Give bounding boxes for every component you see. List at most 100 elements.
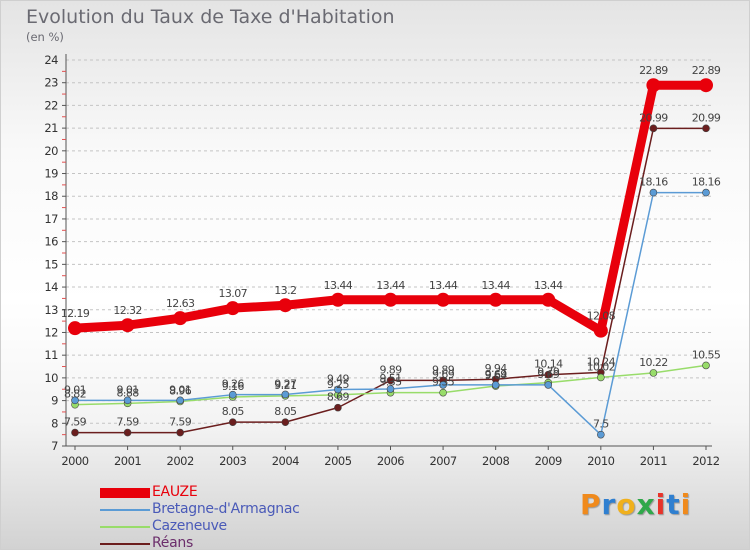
data-label: 8.69: [327, 391, 350, 404]
data-label: 9.21: [274, 379, 296, 392]
data-label: 10.14: [534, 358, 563, 371]
x-tick-label: 2004: [272, 454, 299, 468]
data-label: 9.01: [117, 383, 139, 396]
data-point: [439, 381, 447, 389]
data-label: 12.19: [61, 307, 90, 320]
data-point: [281, 390, 290, 399]
data-point: [228, 390, 237, 399]
data-point: [436, 292, 451, 307]
unit-label: (en %): [26, 30, 64, 44]
data-point: [702, 361, 710, 370]
data-point: [123, 428, 132, 437]
proxiti-logo: Proxiti: [580, 488, 691, 521]
data-label: 7.59: [64, 416, 87, 429]
y-tick-label: 11: [44, 348, 58, 362]
data-label: 20.99: [639, 111, 668, 124]
data-label: 13.44: [324, 279, 353, 292]
data-label: 10.24: [587, 355, 616, 368]
data-point: [386, 376, 395, 385]
data-point: [176, 396, 184, 405]
data-point: [176, 428, 184, 437]
data-point: [491, 381, 500, 389]
data-label: 8.05: [222, 405, 245, 418]
data-point: [330, 292, 345, 307]
y-tick-label: 17: [44, 212, 58, 226]
data-point: [649, 124, 658, 133]
data-label: 12.08: [587, 310, 616, 323]
data-label: 13.44: [376, 279, 405, 292]
data-label: 18.16: [692, 176, 721, 189]
legend-label-bretagne: Bretagne-d'Armagnac: [152, 501, 300, 517]
x-tick-label: 2007: [429, 454, 456, 468]
data-label: 13.07: [219, 287, 248, 300]
data-point: [646, 78, 661, 93]
logo-letter: i: [680, 488, 692, 521]
data-point: [278, 298, 293, 313]
data-point: [649, 369, 658, 377]
data-label: 9.49: [327, 372, 350, 385]
chart-title: Evolution du Taux de Taxe d'Habitation: [26, 6, 395, 28]
y-tick-label: 10: [44, 371, 58, 385]
y-tick-label: 7: [51, 439, 58, 453]
y-tick-label: 9: [51, 394, 58, 408]
logo-letter: P: [580, 488, 602, 521]
x-tick-label: 2005: [324, 454, 351, 468]
data-label: 9.69: [485, 368, 508, 381]
data-point: [120, 318, 135, 333]
data-label: 10.55: [692, 348, 721, 361]
data-label: 9.26: [222, 378, 245, 391]
data-label: 8.88: [117, 386, 140, 399]
data-label: 9.89: [379, 363, 402, 376]
y-tick-label: 15: [44, 257, 58, 271]
data-label: 9.27: [274, 377, 297, 390]
data-label: 9.64: [485, 369, 508, 382]
data-point: [702, 124, 710, 133]
x-tick-label: 2003: [219, 454, 246, 468]
data-label: 7.59: [169, 416, 192, 429]
data-point: [597, 430, 605, 439]
logo-letter: t: [666, 488, 681, 521]
data-label: 13.2: [274, 284, 296, 297]
x-tick-label: 2011: [640, 454, 667, 468]
data-point: [123, 396, 132, 405]
data-label: 12.63: [166, 297, 195, 310]
y-tick-label: 12: [44, 325, 58, 339]
data-label: 12.32: [113, 304, 142, 317]
data-point: [544, 381, 553, 389]
x-tick-label: 2012: [692, 454, 719, 468]
x-tick-label: 2006: [377, 454, 404, 468]
data-label: 9.69: [537, 368, 560, 381]
logo-letter: o: [616, 488, 637, 521]
data-point: [544, 370, 553, 379]
data-label: 9.01: [64, 383, 86, 396]
data-point: [386, 385, 395, 393]
data-label: 9.16: [222, 380, 245, 393]
data-label: 22.89: [639, 64, 668, 77]
data-label: 9.35: [432, 376, 455, 389]
data-label: 13.44: [429, 279, 458, 292]
x-tick-label: 2001: [114, 454, 141, 468]
data-label: 9.01: [169, 383, 191, 396]
data-point: [488, 292, 503, 307]
data-label: 10.02: [587, 360, 616, 373]
data-point: [439, 388, 447, 397]
logo-letter: x: [636, 488, 656, 521]
y-tick-label: 14: [44, 280, 58, 294]
data-point: [334, 403, 342, 412]
data-point: [699, 78, 713, 93]
legend-swatch-cazeneuve: [100, 526, 150, 528]
data-label: 20.99: [692, 111, 721, 124]
data-label: 8.96: [169, 384, 192, 397]
y-tick-label: 19: [44, 167, 58, 181]
data-point: [597, 373, 605, 382]
legend-swatch-reans: [100, 543, 150, 545]
x-tick-label: 2010: [587, 454, 614, 468]
legend-label-eauze: EAUZE: [152, 484, 198, 500]
data-point: [702, 188, 710, 197]
data-label: 9.35: [379, 376, 402, 389]
data-point: [281, 418, 290, 426]
data-point: [228, 418, 237, 426]
data-label: 18.16: [639, 176, 668, 189]
y-tick-label: 18: [44, 189, 58, 203]
